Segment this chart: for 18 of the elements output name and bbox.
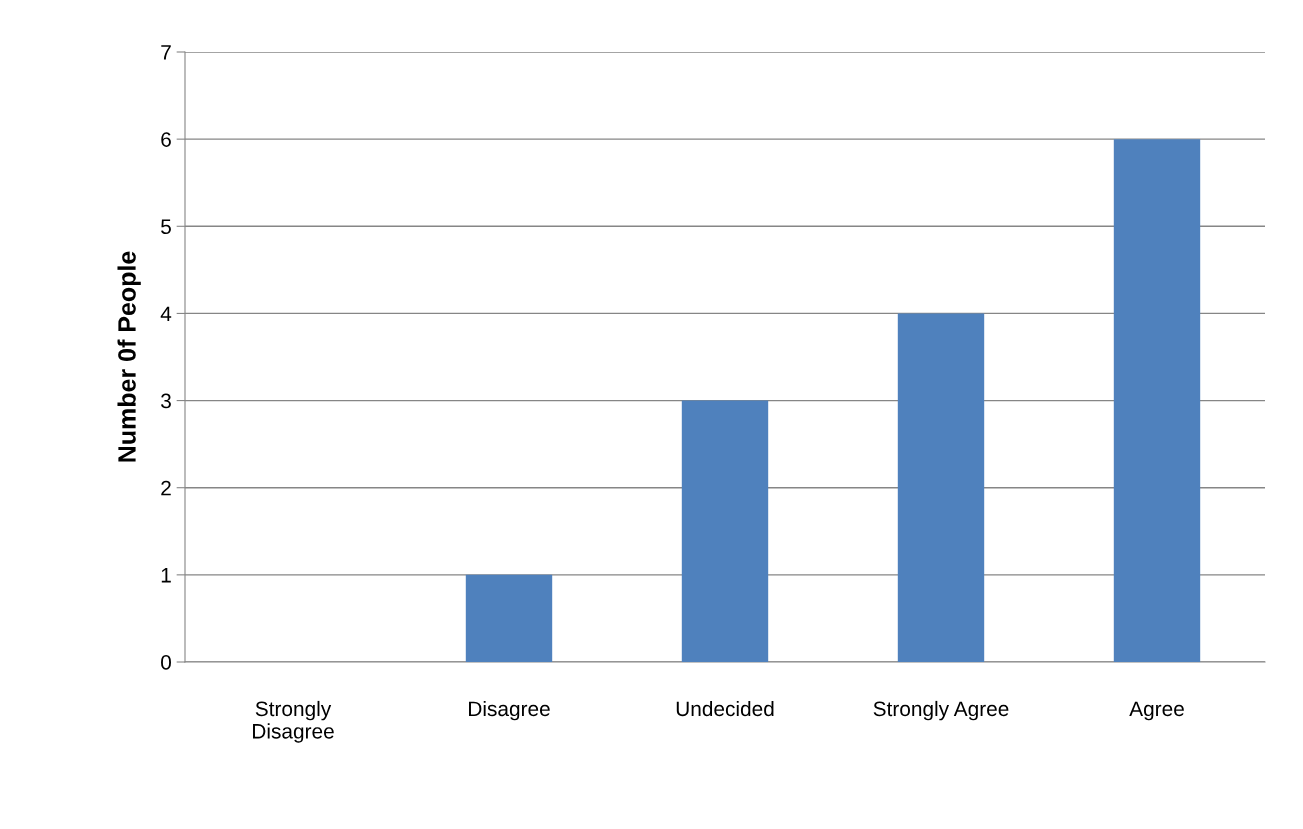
y-tick-label: 7 (161, 45, 171, 60)
x-tick-label: Undecided (676, 700, 774, 717)
y-tick-label: 6 (161, 132, 171, 147)
y-tick-label: 1 (161, 568, 171, 583)
bar (1113, 139, 1201, 662)
y-tick-label: 4 (160, 306, 172, 321)
y-tick-label: 2 (161, 480, 171, 496)
bar (897, 313, 985, 662)
x-tick-label: Strongly Agree (873, 700, 1009, 721)
x-tick-label: Agree (1129, 701, 1184, 721)
y-tick-label: 5 (161, 219, 171, 235)
y-tick-label: 3 (161, 393, 171, 409)
y-tick-label: 0 (161, 655, 171, 670)
x-tick-label: Disagree (469, 700, 550, 721)
x-tick-label: Strongly Disagree (253, 700, 334, 743)
bar (681, 400, 769, 662)
y-axis-title: Number 0f People (117, 251, 141, 462)
bar (465, 574, 553, 662)
